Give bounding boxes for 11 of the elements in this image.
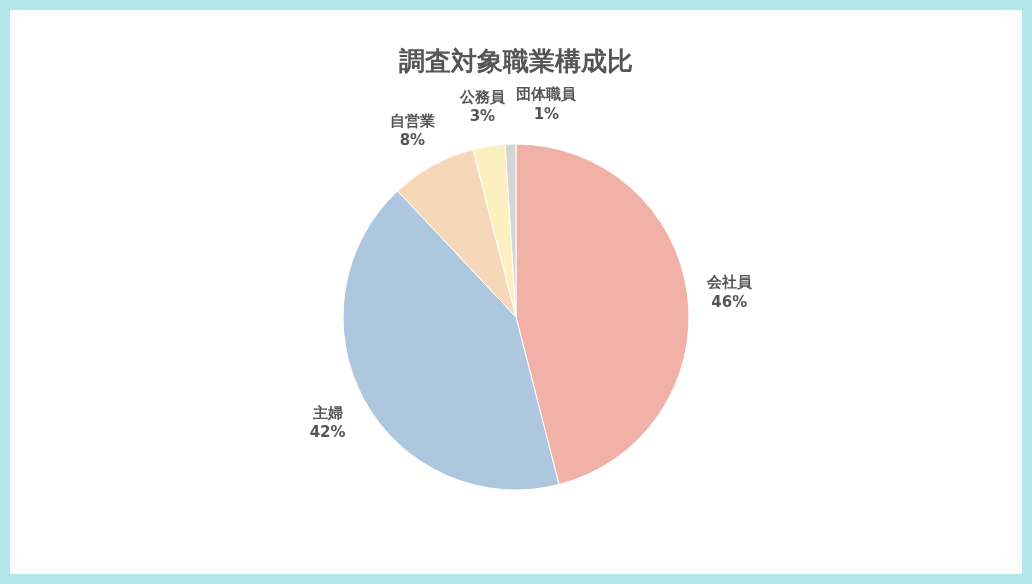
data-label: 42% — [309, 423, 346, 442]
data-label: 3% — [469, 107, 496, 126]
slice-label: 自営業 — [389, 111, 435, 130]
slice-label: 会社員 — [705, 273, 753, 292]
data-label: 46% — [711, 292, 748, 311]
data-label: 8% — [399, 131, 426, 150]
slice-label: 主婦 — [311, 403, 343, 422]
chart-title: 調査対象職業構成比 — [399, 46, 633, 76]
slice-label: 団体職員 — [516, 85, 578, 104]
data-label: 1% — [533, 104, 560, 123]
slice-label: 公務員 — [458, 87, 506, 106]
